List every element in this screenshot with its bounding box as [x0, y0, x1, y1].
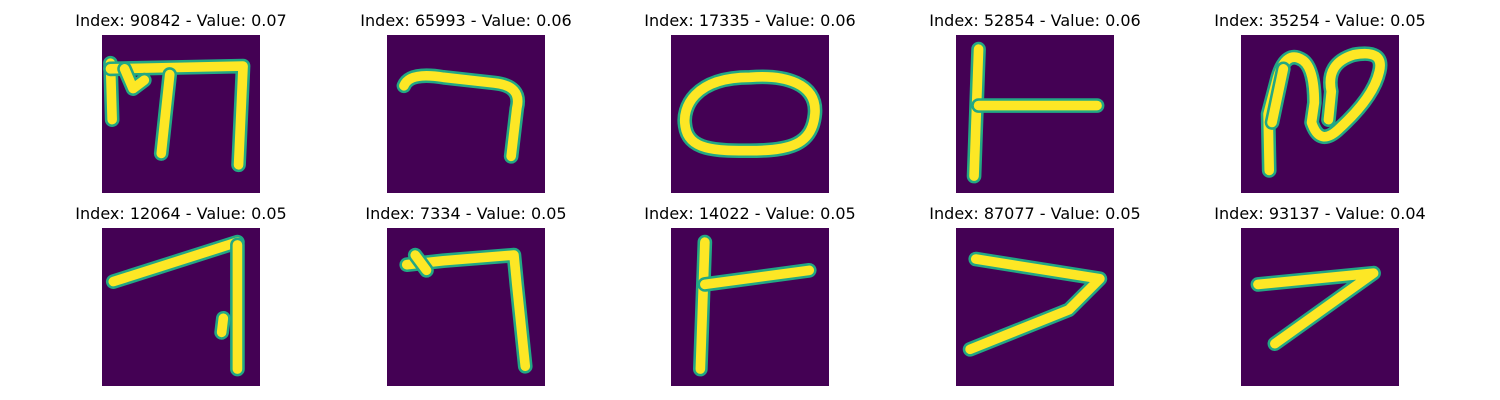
- stroke-core: [410, 250, 432, 276]
- panel-caption: Index: 14022 - Value: 0.05: [644, 204, 856, 223]
- panel-caption: Index: 90842 - Value: 0.07: [75, 11, 287, 30]
- image-background: [671, 35, 829, 193]
- digit-image: [956, 228, 1114, 386]
- image-background: [956, 228, 1114, 386]
- digit-image: [956, 35, 1114, 193]
- digit-image: [102, 35, 260, 193]
- stroke-core: [105, 61, 248, 170]
- stroke-core: [965, 254, 1105, 355]
- panel-caption: Index: 35254 - Value: 0.05: [1214, 11, 1426, 30]
- digit-image: [387, 228, 545, 386]
- stroke-core: [679, 72, 820, 156]
- stroke-core: [108, 237, 243, 287]
- stroke-core: [700, 265, 815, 290]
- stroke-core: [156, 69, 175, 159]
- digit-image: [387, 35, 545, 193]
- stroke-core: [695, 237, 710, 374]
- panel-caption: Index: 52854 - Value: 0.06: [929, 11, 1141, 30]
- digit-image: [671, 35, 829, 193]
- stroke-core: [216, 313, 229, 338]
- panel-caption: Index: 17335 - Value: 0.06: [644, 11, 856, 30]
- panel-caption: Index: 87077 - Value: 0.05: [929, 204, 1141, 223]
- stroke-core: [969, 44, 984, 181]
- stroke-core: [399, 70, 523, 162]
- panel-caption: Index: 93137 - Value: 0.04: [1214, 204, 1426, 223]
- stroke-core: [1267, 64, 1289, 128]
- panel-caption: Index: 12064 - Value: 0.05: [75, 204, 287, 223]
- stroke-core: [401, 250, 531, 372]
- digit-image: [1241, 35, 1399, 193]
- digit-image: [671, 228, 829, 386]
- panel-caption: Index: 7334 - Value: 0.05: [365, 204, 567, 223]
- stroke-core: [119, 64, 150, 94]
- stroke-core: [1263, 48, 1385, 176]
- digit-image: [102, 228, 260, 386]
- digit-image: [1241, 228, 1399, 386]
- stroke-core: [1253, 268, 1379, 349]
- panel-caption: Index: 65993 - Value: 0.06: [360, 11, 572, 30]
